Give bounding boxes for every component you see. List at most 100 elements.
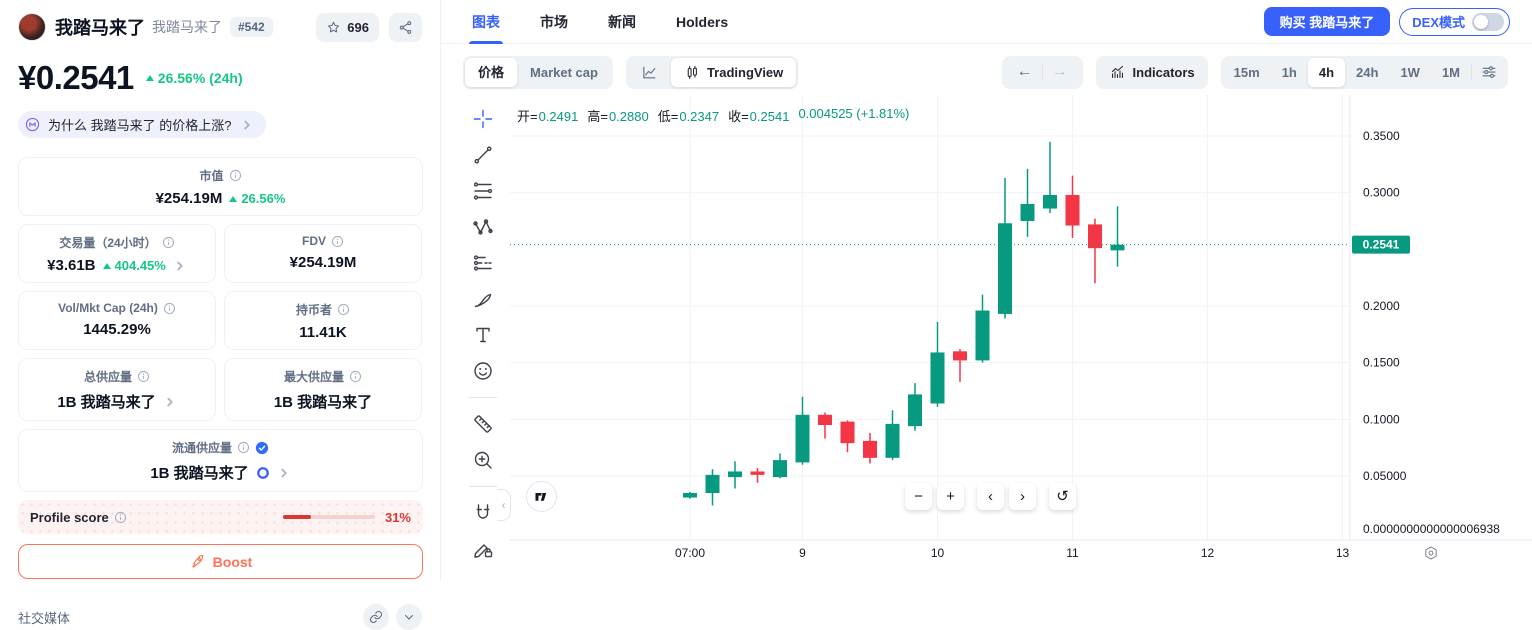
website-link-button[interactable] bbox=[363, 604, 389, 630]
svg-text:0.1500: 0.1500 bbox=[1363, 356, 1400, 370]
high-label: 高= bbox=[587, 109, 608, 124]
fib-retracement-tool-button[interactable] bbox=[465, 173, 501, 209]
xabcd-pattern-tool-button[interactable] bbox=[465, 209, 501, 245]
timeframe-1w[interactable]: 1W bbox=[1400, 64, 1420, 80]
tab-markets[interactable]: 市场 bbox=[540, 13, 568, 30]
forecast-tool-button[interactable] bbox=[465, 245, 501, 281]
stat-label: 持币者 bbox=[295, 303, 332, 317]
timeframe-15m[interactable]: 15m bbox=[1233, 64, 1260, 80]
crosshair-tool-button[interactable] bbox=[465, 101, 501, 137]
stat-card-total-supply: 总供应量 1B 我踏马来了 bbox=[18, 358, 216, 421]
profile-score-bar bbox=[282, 515, 375, 519]
watchlist-count: 696 bbox=[347, 19, 369, 35]
line-chart-tab[interactable] bbox=[628, 58, 671, 87]
tradingview-logo[interactable] bbox=[526, 481, 557, 512]
boost-button[interactable]: Boost bbox=[18, 544, 423, 579]
timeframe-24h[interactable]: 24h bbox=[1356, 64, 1379, 80]
stat-card-fdv: FDV ¥254.19M bbox=[224, 224, 422, 283]
share-button[interactable] bbox=[389, 12, 422, 42]
divider bbox=[1041, 64, 1043, 80]
info-icon[interactable] bbox=[349, 370, 362, 383]
ruler-icon bbox=[474, 415, 492, 433]
zoom-out-button[interactable]: − bbox=[905, 483, 932, 510]
redo-arrow-button[interactable]: → bbox=[1051, 63, 1068, 80]
reset-chart-button[interactable]: ↺ bbox=[1049, 483, 1076, 510]
tab-chart[interactable]: 图表 bbox=[469, 0, 503, 44]
emoji-tool-button[interactable] bbox=[465, 353, 501, 389]
info-icon[interactable] bbox=[337, 303, 350, 316]
price-chart[interactable]: 0.3500 0.3000 0.2000 0.1500 0.1000 0.05000 0.0… bbox=[510, 95, 1532, 581]
stat-value: 1445.29% bbox=[83, 321, 151, 338]
dex-mode-pill[interactable]: DEX模式 bbox=[1399, 7, 1510, 36]
zoom-in-tool-button[interactable] bbox=[465, 442, 501, 478]
scroll-right-button[interactable]: › bbox=[1009, 483, 1036, 510]
indicators-button[interactable]: Indicators bbox=[1095, 55, 1208, 89]
info-icon[interactable] bbox=[137, 370, 150, 383]
chevron-right-icon[interactable] bbox=[173, 259, 187, 273]
drawing-panel-collapse-handle[interactable]: ‹ bbox=[497, 489, 511, 521]
zoom-in-button[interactable]: + bbox=[937, 483, 964, 510]
text-tool-button[interactable] bbox=[465, 317, 501, 353]
timeframe-1m[interactable]: 1M bbox=[1441, 64, 1460, 80]
market-cap-metric-tab[interactable]: Market cap bbox=[530, 64, 598, 80]
chevron-right-icon bbox=[244, 120, 251, 129]
draw-lock-tool-button[interactable] bbox=[465, 531, 501, 567]
share-icon bbox=[399, 20, 412, 34]
tradingview-logo-icon bbox=[535, 492, 547, 501]
toolbar-divider bbox=[469, 486, 497, 487]
tab-holders[interactable]: Holders bbox=[676, 13, 729, 30]
price-metric-tab[interactable]: 价格 bbox=[465, 57, 518, 87]
trend-line-icon bbox=[474, 146, 492, 164]
stat-card-max-supply: 最大供应量 1B 我踏马来了 bbox=[224, 358, 422, 421]
info-icon[interactable] bbox=[331, 235, 344, 248]
undo-arrow-button[interactable]: ← bbox=[1016, 63, 1033, 80]
high-value: 0.2880 bbox=[608, 109, 649, 124]
watchlist-button[interactable]: 696 bbox=[316, 12, 379, 42]
svg-text:11: 11 bbox=[1066, 546, 1079, 560]
stat-value: ¥254.19M bbox=[155, 190, 223, 207]
expand-socials-button[interactable] bbox=[396, 604, 422, 630]
ai-insight-icon bbox=[25, 117, 40, 132]
chart-history-nav: ← → bbox=[1001, 55, 1083, 89]
chart-nav-controls: − + ‹ › ↺ bbox=[905, 483, 1076, 510]
chevron-right-icon[interactable] bbox=[277, 466, 291, 480]
brush-tool-button[interactable] bbox=[465, 281, 501, 317]
low-value: 0.2347 bbox=[679, 109, 720, 124]
tab-news[interactable]: 新闻 bbox=[608, 13, 636, 30]
timeframe-settings-button[interactable] bbox=[1472, 63, 1506, 81]
chevron-right-icon[interactable] bbox=[163, 395, 177, 409]
stat-value: ¥254.19M bbox=[289, 254, 357, 271]
info-icon[interactable] bbox=[229, 169, 242, 182]
ohlc-legend: 开=0.2491 高=0.2880 低=0.2347 收=0.2541 0.00… bbox=[517, 106, 909, 125]
info-icon[interactable] bbox=[162, 236, 175, 249]
divider bbox=[1471, 64, 1472, 80]
why-price-banner[interactable]: 为什么 我踏马来了 的价格上涨? bbox=[18, 111, 267, 138]
svg-text:07:00: 07:00 bbox=[675, 546, 705, 560]
rank-badge: #542 bbox=[230, 17, 273, 37]
dex-mode-toggle[interactable] bbox=[1472, 12, 1504, 31]
tradingview-chart-tab[interactable]: TradingView bbox=[670, 57, 797, 87]
scroll-left-button[interactable]: ‹ bbox=[977, 483, 1004, 510]
info-icon[interactable] bbox=[163, 302, 176, 315]
price-scale-settings-button[interactable] bbox=[1422, 544, 1440, 562]
stat-label: FDV bbox=[302, 234, 326, 248]
coin-price: ¥0.2541 bbox=[18, 59, 134, 96]
stat-value: 1B 我踏马来了 bbox=[150, 465, 249, 482]
stat-value: 1B 我踏马来了 bbox=[57, 394, 156, 411]
timeframe-1h[interactable]: 1h bbox=[1281, 64, 1297, 80]
info-icon[interactable] bbox=[114, 511, 127, 524]
social-section: 社交媒体 bbox=[18, 604, 422, 630]
emoji-icon bbox=[474, 362, 492, 380]
info-icon[interactable] bbox=[237, 441, 250, 454]
stat-value: ¥3.61B bbox=[47, 257, 96, 274]
svg-text:0.0000000000000006938: 0.0000000000000006938 bbox=[1363, 522, 1500, 536]
svg-text:0.05000: 0.05000 bbox=[1363, 469, 1407, 483]
toggle-knob bbox=[1474, 14, 1488, 29]
buy-button[interactable]: 购买 我踏马来了 bbox=[1263, 7, 1391, 36]
line-chart-icon bbox=[643, 66, 656, 78]
magnet-tool-button[interactable] bbox=[465, 495, 501, 531]
sliders-icon bbox=[1482, 66, 1496, 78]
timeframe-4h[interactable]: 4h bbox=[1307, 57, 1346, 87]
trend-line-tool-button[interactable] bbox=[465, 137, 501, 173]
ruler-tool-button[interactable] bbox=[465, 406, 501, 442]
